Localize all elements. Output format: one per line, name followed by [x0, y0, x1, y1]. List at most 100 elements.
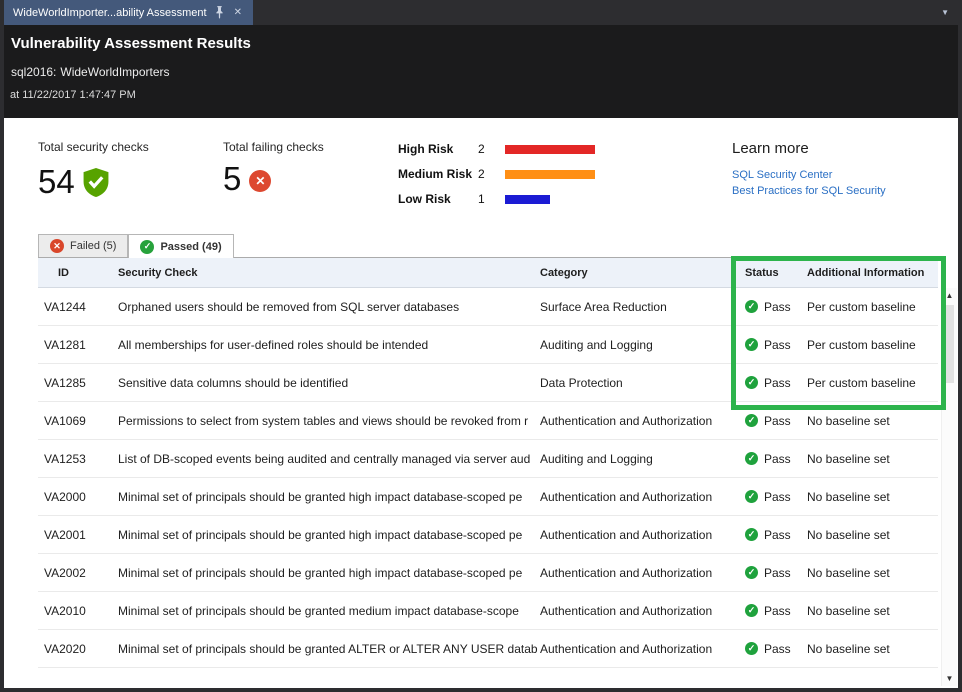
document-tab-label: WideWorldImporter...ability Assessment [13, 6, 207, 19]
status-label: Pass [764, 337, 791, 352]
cell-category: Authentication and Authorization [540, 413, 713, 428]
cell-category: Data Protection [540, 375, 623, 390]
pass-icon: ✓ [745, 414, 758, 427]
table-row[interactable]: VA2001 Minimal set of principals should b… [38, 516, 938, 554]
cell-additional-information: No baseline set [807, 413, 890, 428]
cell-security-check: Minimal set of principals should be gran… [118, 565, 523, 580]
cell-category: Auditing and Logging [540, 337, 653, 352]
table-row[interactable]: VA2000 Minimal set of principals should b… [38, 478, 938, 516]
document-tab[interactable]: WideWorldImporter...ability Assessment ✕ [4, 0, 253, 25]
server-line: sql2016: WideWorldImporters [11, 65, 958, 79]
risk-bar-medium [505, 169, 595, 179]
cell-additional-information: Per custom baseline [807, 337, 916, 352]
cell-security-check: Sensitive data columns should be identif… [118, 375, 349, 390]
results-table-area: ✕ Failed (5) ✓ Passed (49) ID Security C… [38, 233, 938, 668]
status-label: Pass [764, 565, 791, 580]
failing-checks-label: Total failing checks [223, 140, 324, 154]
risk-count-low: 1 [478, 192, 485, 206]
column-header-status[interactable]: Status [745, 266, 779, 279]
column-header-category[interactable]: Category [540, 266, 588, 279]
status-label: Pass [764, 413, 791, 428]
cell-additional-information: No baseline set [807, 603, 890, 618]
table-row[interactable]: VA1281 All memberships for user-defined r… [38, 326, 938, 364]
risk-breakdown: High Risk 2 Medium Risk 2 Low Risk 1 [398, 142, 595, 206]
page-title: Vulnerability Assessment Results [11, 35, 251, 52]
cell-security-check: Minimal set of principals should be gran… [118, 641, 538, 656]
cell-status: ✓ Pass [745, 414, 807, 428]
column-header-additional-information[interactable]: Additional Information [807, 266, 925, 279]
cell-additional-information: No baseline set [807, 489, 890, 504]
table-row[interactable]: VA2010 Minimal set of principals should b… [38, 592, 938, 630]
result-tabs: ✕ Failed (5) ✓ Passed (49) [38, 233, 938, 258]
pass-icon: ✓ [745, 604, 758, 617]
risk-label-high: High Risk [398, 142, 454, 156]
vertical-scrollbar[interactable]: ▲ ▼ [941, 288, 957, 686]
total-checks-metric: Total security checks 54 [38, 140, 223, 202]
total-checks-label: Total security checks [38, 140, 149, 154]
cell-id: VA1244 [44, 299, 86, 314]
scroll-up-icon[interactable]: ▲ [945, 291, 954, 300]
cell-status: ✓ Pass [745, 604, 807, 618]
database-name: WideWorldImporters [60, 65, 170, 79]
fail-x-icon: ✕ [249, 170, 272, 192]
cell-id: VA1069 [44, 413, 86, 428]
cell-security-check: Orphaned users should be removed from SQ… [118, 299, 460, 314]
scrollbar-thumb[interactable] [945, 305, 954, 383]
cell-status: ✓ Pass [745, 452, 807, 466]
failed-tab-icon: ✕ [50, 239, 64, 253]
table-row[interactable]: VA2020 Minimal set of principals should b… [38, 630, 938, 668]
cell-category: Auditing and Logging [540, 451, 653, 466]
cell-additional-information: Per custom baseline [807, 375, 916, 390]
learn-more-title: Learn more [732, 140, 809, 157]
cell-additional-information: No baseline set [807, 451, 890, 466]
status-label: Pass [764, 603, 791, 618]
risk-label-medium: Medium Risk [398, 167, 473, 181]
cell-additional-information: No baseline set [807, 565, 890, 580]
server-name-label: sql2016: [11, 65, 57, 79]
cell-category: Authentication and Authorization [540, 527, 713, 542]
cell-category: Authentication and Authorization [540, 565, 713, 580]
risk-bar-low [505, 194, 550, 204]
checks-table: ID Security Check Category Status Additi… [38, 257, 938, 668]
pass-icon: ✓ [745, 300, 758, 313]
shield-check-icon [83, 168, 109, 202]
window-menu-caret-icon[interactable]: ▼ [941, 8, 949, 17]
cell-id: VA2010 [44, 603, 86, 618]
passed-tab-icon: ✓ [140, 239, 155, 254]
cell-status: ✓ Pass [745, 338, 807, 352]
column-header-security-check[interactable]: Security Check [118, 266, 198, 279]
link-best-practices[interactable]: Best Practices for SQL Security [732, 185, 886, 197]
cell-category: Authentication and Authorization [540, 489, 713, 504]
cell-status: ✓ Pass [745, 376, 807, 390]
cell-category: Authentication and Authorization [540, 641, 713, 656]
column-header-id[interactable]: ID [58, 266, 69, 279]
table-body: VA1244 Orphaned users should be removed f… [38, 288, 938, 668]
risk-count-high: 2 [478, 142, 485, 156]
table-row[interactable]: VA1069 Permissions to select from system … [38, 402, 938, 440]
tab-failed[interactable]: ✕ Failed (5) [38, 234, 129, 257]
scroll-down-icon[interactable]: ▼ [945, 674, 954, 683]
status-label: Pass [764, 451, 791, 466]
cell-status: ✓ Pass [745, 566, 807, 580]
cell-additional-information: No baseline set [807, 527, 890, 542]
pin-icon[interactable] [214, 6, 225, 19]
link-sql-security-center[interactable]: SQL Security Center [732, 169, 833, 181]
close-icon[interactable]: ✕ [233, 7, 242, 18]
table-row[interactable]: VA1253 List of DB-scoped events being aud… [38, 440, 938, 478]
cell-category: Surface Area Reduction [540, 299, 667, 314]
cell-security-check: Minimal set of principals should be gran… [118, 527, 523, 542]
summary-strip: Total security checks 54 Total failing c… [4, 118, 958, 233]
status-label: Pass [764, 299, 791, 314]
pass-icon: ✓ [745, 452, 758, 465]
cell-id: VA2001 [44, 527, 86, 542]
cell-id: VA2020 [44, 641, 86, 656]
table-row[interactable]: VA1244 Orphaned users should be removed f… [38, 288, 938, 326]
table-row[interactable]: VA2002 Minimal set of principals should b… [38, 554, 938, 592]
cell-security-check: List of DB-scoped events being audited a… [118, 451, 531, 466]
cell-security-check: Minimal set of principals should be gran… [118, 603, 519, 618]
tab-passed[interactable]: ✓ Passed (49) [128, 234, 234, 258]
table-row[interactable]: VA1285 Sensitive data columns should be i… [38, 364, 938, 402]
table-header-row: ID Security Check Category Status Additi… [38, 258, 938, 288]
risk-bar-high [505, 144, 595, 154]
